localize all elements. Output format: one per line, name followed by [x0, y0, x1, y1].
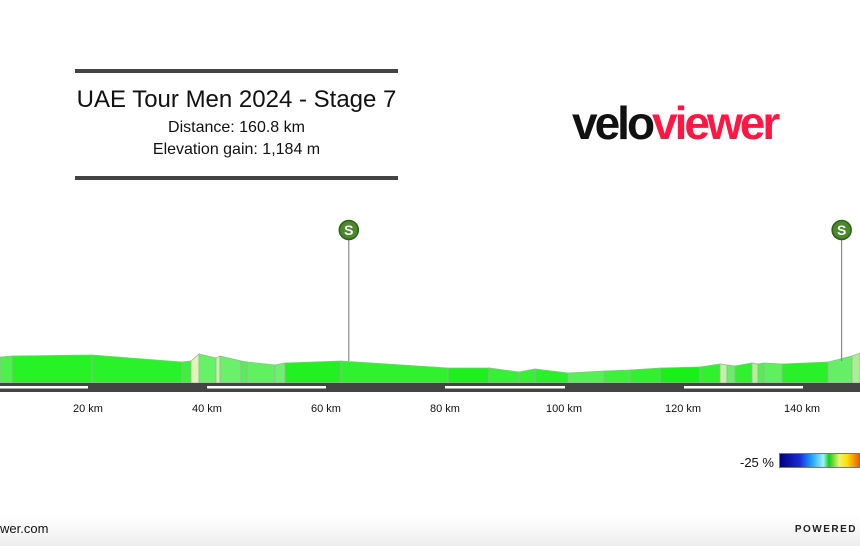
- profile-segment: [534, 368, 569, 384]
- profile-segment: [447, 367, 490, 384]
- gradient-legend-min-label: -25 %: [740, 455, 774, 470]
- profile-segment: [734, 362, 753, 384]
- distance-bar: [207, 386, 326, 389]
- title-rule-bottom: [75, 176, 398, 180]
- distance-bar: [0, 386, 88, 389]
- profile-segment: [757, 362, 765, 384]
- footer-url[interactable]: wer.com: [0, 521, 49, 536]
- chart-title: UAE Tour Men 2024 - Stage 7: [76, 86, 397, 113]
- profile-segment: [488, 367, 520, 384]
- footer: [0, 516, 860, 546]
- sprint-marker-icon: [831, 219, 852, 241]
- profile-segment: [91, 354, 183, 384]
- profile-segment: [781, 361, 829, 384]
- veloviewer-logo: veloviewer: [572, 97, 780, 149]
- distance-bar: [684, 386, 803, 389]
- sprint-marker-icon: [338, 219, 360, 241]
- x-tick-label: 20 km: [73, 403, 103, 415]
- title-rule-top: [75, 69, 398, 73]
- profile-segment: [11, 354, 93, 384]
- sprint-marker-label: S: [837, 222, 846, 238]
- profile-segment: [240, 360, 248, 384]
- profile-segment: [726, 364, 736, 384]
- profile-segment: [246, 361, 276, 384]
- x-tick-label: 140 km: [784, 403, 820, 415]
- profile-segment: [719, 363, 728, 384]
- distance-label: Distance: 160.8 km: [168, 119, 305, 136]
- profile-segment: [518, 368, 536, 384]
- profile-segment: [198, 353, 217, 384]
- profile-segment: [763, 362, 783, 384]
- x-tick-label: 120 km: [665, 403, 701, 415]
- profile-segment: [219, 355, 242, 384]
- elevation-gain-label: Elevation gain: 1,184 m: [152, 141, 321, 158]
- profile-segment: [827, 355, 853, 384]
- profile-segment: [567, 370, 605, 384]
- profile-segment: [851, 352, 860, 384]
- x-tick-label: 60 km: [311, 403, 341, 415]
- profile-segment: [0, 355, 13, 384]
- x-tick-label: 80 km: [430, 403, 460, 415]
- profile-segment: [629, 367, 661, 384]
- profile-segment: [699, 363, 721, 384]
- profile-segment: [340, 360, 449, 384]
- distance-bar: [445, 386, 565, 389]
- x-tick-label: 40 km: [192, 403, 222, 415]
- powered-label: POWERED: [794, 524, 857, 535]
- road-band: [0, 383, 860, 392]
- gradient-legend-bar: [779, 453, 860, 468]
- elevation-profile: 20 km 40 km 60 km 80 km 100 km 120 km 140 km S S: [0, 219, 860, 415]
- profile-segment: [751, 362, 759, 384]
- profile-segment: [274, 362, 286, 384]
- sprint-marker-label: S: [344, 222, 353, 238]
- profile-segment: [181, 360, 192, 384]
- profile-segment: [215, 355, 221, 384]
- profile-segment: [284, 360, 342, 384]
- profile-segment: [190, 353, 200, 384]
- profile-segment: [603, 369, 631, 384]
- profile-segment: [659, 366, 701, 384]
- x-tick-label: 100 km: [546, 403, 582, 415]
